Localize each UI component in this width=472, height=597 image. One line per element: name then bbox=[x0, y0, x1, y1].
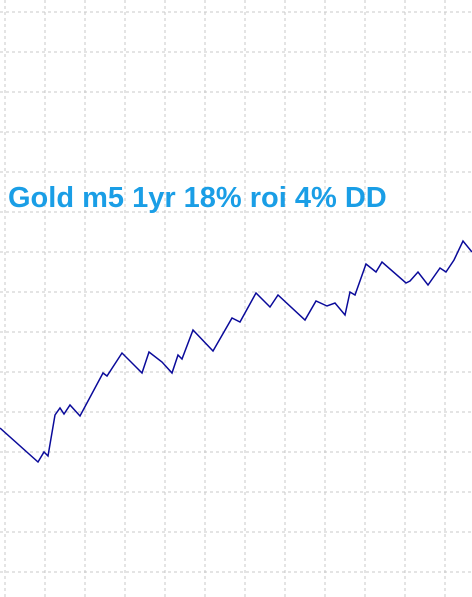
line bbox=[0, 239, 472, 464]
chart-title: Gold m5 1yr 18% roi 4% DD bbox=[8, 182, 387, 214]
